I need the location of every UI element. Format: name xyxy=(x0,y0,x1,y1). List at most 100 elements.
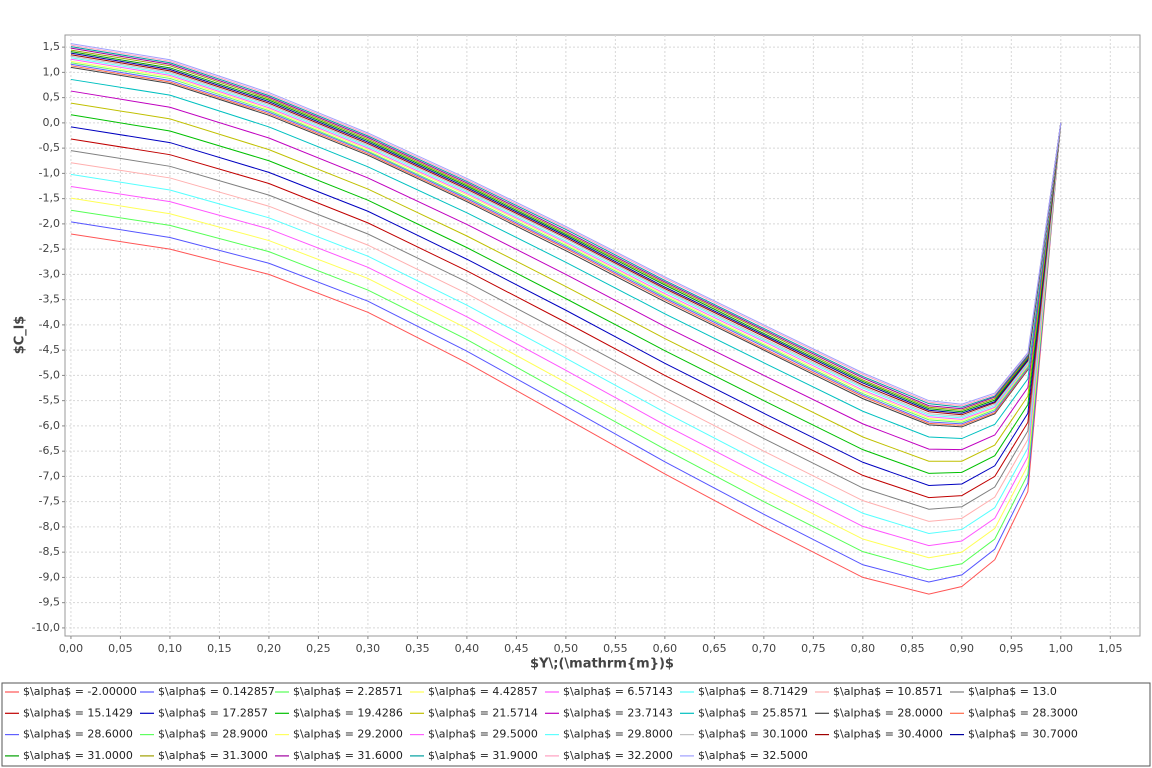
legend-label: $\alpha$ = 13.0 xyxy=(968,685,1057,698)
y-tick-label: 1,0 xyxy=(43,65,61,78)
legend-label: $\alpha$ = 29.2000 xyxy=(293,728,403,741)
x-tick-label: 0,60 xyxy=(653,642,678,655)
legend-label: $\alpha$ = 30.1000 xyxy=(698,728,808,741)
series-line xyxy=(70,57,1062,419)
series-line xyxy=(70,66,1062,428)
y-tick-label: -9,0 xyxy=(39,570,60,583)
legend-label: $\alpha$ = 2.28571 xyxy=(293,685,403,698)
y-tick-label: -4,5 xyxy=(39,343,60,356)
x-tick-label: 0,90 xyxy=(950,642,975,655)
series-line xyxy=(70,122,1062,487)
x-tick-label: 0,20 xyxy=(257,642,282,655)
legend-label: $\alpha$ = 0.142857 xyxy=(158,685,275,698)
series-line xyxy=(70,114,1062,474)
legend-label: $\alpha$ = 23.7143 xyxy=(563,706,673,719)
y-tick-label: -2,0 xyxy=(39,217,60,230)
series-line xyxy=(70,49,1062,411)
x-tick-label: 0,70 xyxy=(752,642,777,655)
y-tick-label: -8,5 xyxy=(39,545,60,558)
legend-label: $\alpha$ = 21.5714 xyxy=(428,706,538,719)
legend-label: $\alpha$ = 29.8000 xyxy=(563,728,673,741)
series-line xyxy=(70,51,1062,413)
x-tick-label: 0,80 xyxy=(851,642,876,655)
x-tick-label: 0,00 xyxy=(59,642,84,655)
series-line xyxy=(70,102,1062,462)
x-tick-label: 0,30 xyxy=(356,642,381,655)
series-line xyxy=(70,90,1062,451)
legend-label: $\alpha$ = 19.4286 xyxy=(293,706,403,719)
legend-label: $\alpha$ = 8.71429 xyxy=(698,685,808,698)
series-line xyxy=(70,122,1062,595)
legend-label: $\alpha$ = 10.8571 xyxy=(833,685,943,698)
x-tick-label: 0,05 xyxy=(108,642,133,655)
series-line xyxy=(70,55,1062,417)
series-line xyxy=(70,62,1062,423)
legend-label: $\alpha$ = 30.7000 xyxy=(968,728,1078,741)
legend-label: $\alpha$ = 28.3000 xyxy=(968,706,1078,719)
series-line xyxy=(70,63,1062,425)
x-tick-label: 0,85 xyxy=(900,642,925,655)
series-line xyxy=(70,122,1062,522)
series-line xyxy=(70,122,1062,571)
y-tick-label: -7,0 xyxy=(39,469,60,482)
legend-label: $\alpha$ = 28.6000 xyxy=(23,728,133,741)
legend-label: $\alpha$ = 17.2857 xyxy=(158,706,268,719)
y-tick-label: -2,5 xyxy=(39,242,60,255)
legend-label: $\alpha$ = -2.00000 xyxy=(23,685,137,698)
legend-label: $\alpha$ = 29.5000 xyxy=(428,728,538,741)
y-tick-label: -5,5 xyxy=(39,394,60,407)
legend-label: $\alpha$ = 6.57143 xyxy=(563,685,673,698)
legend-label: $\alpha$ = 31.0000 xyxy=(23,749,133,762)
x-tick-label: 0,95 xyxy=(999,642,1024,655)
x-tick-label: 1,00 xyxy=(1049,642,1074,655)
y-tick-label: -8,0 xyxy=(39,520,60,533)
series-line xyxy=(70,54,1062,416)
y-tick-label: 1,5 xyxy=(43,40,61,53)
y-tick-label: -7,5 xyxy=(39,495,60,508)
series-line xyxy=(70,78,1062,440)
series-line xyxy=(70,122,1062,583)
series-line xyxy=(70,122,1062,534)
y-tick-label: 0,0 xyxy=(43,116,61,129)
y-tick-label: -9,5 xyxy=(39,596,60,609)
x-tick-label: 0,50 xyxy=(554,642,579,655)
x-tick-label: 0,25 xyxy=(306,642,331,655)
series-line xyxy=(70,52,1062,414)
legend xyxy=(1,682,1151,767)
series-line xyxy=(70,47,1062,410)
legend-label: $\alpha$ = 31.9000 xyxy=(428,749,538,762)
y-tick-label: -3,5 xyxy=(39,293,60,306)
y-axis-title: $C_l$ xyxy=(13,316,28,355)
lines xyxy=(70,43,1062,595)
y-tick-label: -5,0 xyxy=(39,368,60,381)
legend-label: $\alpha$ = 30.4000 xyxy=(833,728,943,741)
series-line xyxy=(70,122,1062,510)
series-line xyxy=(70,46,1062,408)
series-line xyxy=(70,43,1062,405)
series-line xyxy=(70,60,1062,422)
x-tick-label: 0,15 xyxy=(207,642,232,655)
series-line xyxy=(70,122,1062,559)
x-tick-label: 0,10 xyxy=(158,642,183,655)
series-line xyxy=(70,58,1062,420)
x-tick-label: 0,45 xyxy=(504,642,529,655)
y-tick-label: -1,5 xyxy=(39,192,60,205)
legend-label: $\alpha$ = 15.1429 xyxy=(23,706,133,719)
x-tick-label: 0,55 xyxy=(603,642,628,655)
legend-label: $\alpha$ = 32.5000 xyxy=(698,749,808,762)
series-line xyxy=(70,122,1062,499)
y-tick-label: -6,0 xyxy=(39,419,60,432)
series-line xyxy=(70,44,1062,407)
legend-label: $\alpha$ = 28.9000 xyxy=(158,728,268,741)
x-tick-label: 1,05 xyxy=(1098,642,1123,655)
x-tick-label: 0,65 xyxy=(702,642,727,655)
series-line xyxy=(70,122,1062,547)
legend-label: $\alpha$ = 4.42857 xyxy=(428,685,538,698)
plot-area xyxy=(64,34,1141,637)
legend-label: $\alpha$ = 31.6000 xyxy=(293,749,403,762)
x-tick-label: 0,75 xyxy=(801,642,826,655)
series-line xyxy=(70,65,1062,426)
y-tick-label: -10,0 xyxy=(32,621,60,634)
y-tick-label: -3,0 xyxy=(39,267,60,280)
